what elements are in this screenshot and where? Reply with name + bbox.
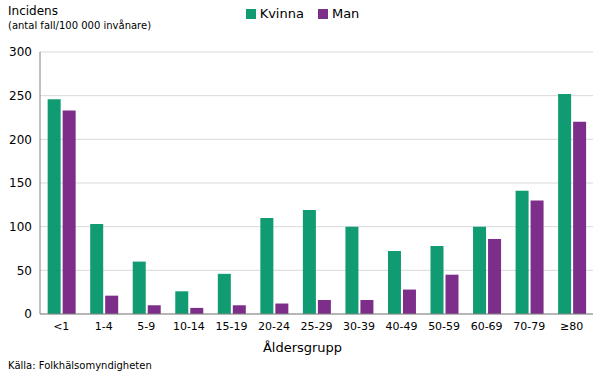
html-text:Incidens: Incidens — [8, 4, 58, 18]
svg-text:150: 150 — [9, 176, 32, 190]
svg-text:40-49: 40-49 — [386, 320, 418, 333]
html-text:Kvinna: Kvinna — [259, 6, 304, 21]
svg-text:15-19: 15-19 — [215, 320, 247, 333]
svg-text:200: 200 — [9, 133, 32, 147]
html-text:Åldersgrupp: Åldersgrupp — [262, 340, 343, 355]
svg-text:70-79: 70-79 — [513, 320, 545, 333]
svg-text:50-59: 50-59 — [428, 320, 460, 333]
svg-text:<1: <1 — [53, 320, 69, 333]
svg-text:5-9: 5-9 — [137, 320, 155, 333]
svg-text:≥80: ≥80 — [560, 320, 583, 333]
html-text:Källa: Folkhälsomyndigheten: Källa: Folkhälsomyndigheten — [8, 360, 152, 371]
html-text:Man: Man — [331, 6, 360, 21]
svg-text:50: 50 — [17, 264, 32, 278]
svg-text:10-14: 10-14 — [173, 320, 205, 333]
svg-text:30-39: 30-39 — [343, 320, 375, 333]
svg-text:100: 100 — [9, 220, 32, 234]
svg-text:300: 300 — [9, 45, 32, 59]
html-text:(antal fall/100 000 invånare): (antal fall/100 000 invånare) — [8, 20, 152, 31]
svg-text:250: 250 — [9, 89, 32, 103]
svg-text:25-29: 25-29 — [301, 320, 333, 333]
svg-text:20-24: 20-24 — [258, 320, 290, 333]
svg-text:1-4: 1-4 — [95, 320, 113, 333]
svg-text:60-69: 60-69 — [471, 320, 503, 333]
svg-text:0: 0 — [24, 307, 32, 321]
